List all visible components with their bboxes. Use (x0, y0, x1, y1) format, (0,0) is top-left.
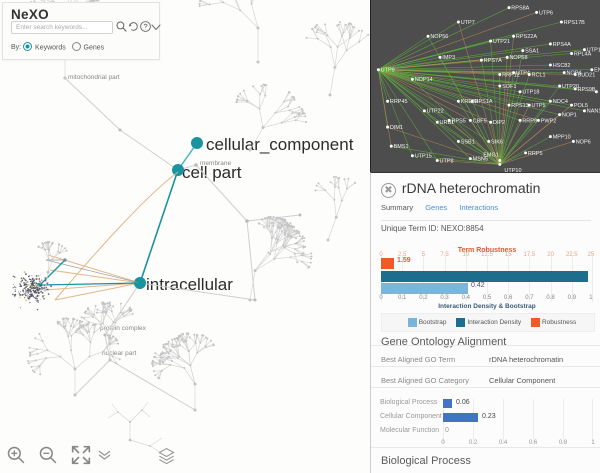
svg-text:SSA1: SSA1 (525, 48, 539, 54)
svg-text:RRP9: RRP9 (522, 118, 537, 124)
svg-text:NOP1: NOP1 (562, 113, 577, 119)
svg-text:UTP6: UTP6 (539, 10, 553, 16)
svg-text:RPS4A: RPS4A (553, 42, 571, 48)
svg-text:UTP13: UTP13 (587, 48, 600, 54)
svg-text:NOP6: NOP6 (576, 139, 591, 145)
svg-text:RPS8A: RPS8A (511, 5, 529, 11)
svg-text:RPS5: RPS5 (452, 118, 466, 124)
svg-text:BMS1: BMS1 (394, 144, 409, 150)
svg-text:SIK6: SIK6 (491, 139, 503, 145)
svg-text:EMG1: EMG1 (483, 153, 499, 159)
svg-text:RPS9B: RPS9B (578, 87, 596, 93)
svg-text:UTP4: UTP4 (516, 70, 530, 76)
svg-text:DIP2: DIP2 (493, 120, 505, 126)
svg-text:UTP5: UTP5 (532, 103, 546, 109)
svg-text:SSB1: SSB1 (461, 139, 475, 145)
svg-text:RPS1A: RPS1A (475, 99, 493, 105)
svg-text:UTP8: UTP8 (440, 158, 454, 164)
svg-text:NOP14: NOP14 (415, 77, 433, 83)
svg-text:RPS13: RPS13 (511, 103, 528, 109)
svg-text:HSC82: HSC82 (553, 63, 571, 69)
svg-text:UTP22: UTP22 (427, 109, 444, 115)
svg-text:UTP20: UTP20 (562, 84, 579, 90)
svg-text:NOP58: NOP58 (509, 55, 527, 61)
svg-text:NOC4: NOC4 (553, 99, 568, 105)
svg-text:RRP45: RRP45 (390, 99, 408, 105)
svg-text:UTP15: UTP15 (415, 154, 432, 160)
svg-text:UTP9: UTP9 (381, 68, 395, 74)
svg-text:RRP5: RRP5 (528, 151, 543, 157)
svg-text:RPS17B: RPS17B (564, 20, 585, 26)
svg-text:NAN1: NAN1 (587, 109, 600, 115)
svg-text:CBF5: CBF5 (473, 118, 487, 124)
svg-text:DIM1: DIM1 (390, 125, 403, 131)
svg-text:RCL1: RCL1 (532, 72, 546, 78)
svg-text:UTP21: UTP21 (493, 39, 510, 45)
svg-text:IMP3: IMP3 (442, 55, 455, 61)
svg-text:ENP1: ENP1 (594, 68, 600, 74)
svg-text:NOP56: NOP56 (430, 34, 448, 40)
svg-text:UTP18: UTP18 (522, 90, 539, 96)
svg-text:UTP7: UTP7 (461, 20, 475, 26)
svg-text:MPP10: MPP10 (553, 134, 571, 140)
svg-text:RPS7A: RPS7A (484, 58, 502, 64)
svg-text:BUD21: BUD21 (578, 72, 596, 78)
svg-text:RPS22A: RPS22A (516, 34, 537, 40)
svg-text:SOF1: SOF1 (502, 84, 516, 90)
svg-text:PWP2: PWP2 (541, 118, 557, 124)
